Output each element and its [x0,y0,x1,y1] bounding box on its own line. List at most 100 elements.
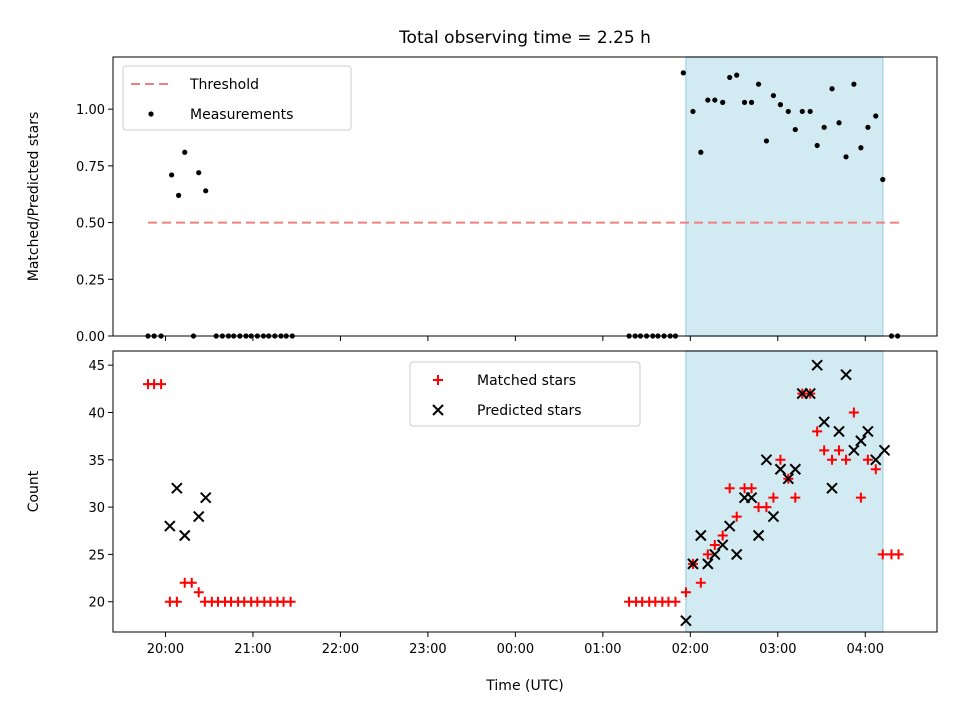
x-tick-label: 22:00 [322,642,359,657]
predicted-star-point [200,491,212,504]
measurement-point [169,172,175,178]
measurement-point [785,108,791,115]
matched-star-point [670,596,681,607]
matched-star-point [695,577,706,588]
matched-star-point [827,454,838,465]
x-tick-label: 21:00 [234,642,271,657]
measurement-point [698,149,704,155]
measurement-point [807,108,813,115]
x-tick-label: 01:00 [584,642,621,657]
predicted-star-point [804,387,816,400]
predicted-star-point [680,614,692,627]
matched-star-point [724,483,735,494]
y-tick-label: 20 [88,596,105,611]
matched-star-point [156,379,167,390]
measurement-point [705,97,711,103]
measurement-point [748,99,755,105]
bottom-panel-x-ticks: 20:00 21:00 22:00 23:00 00:00 01:00 02:00 03:00… [147,632,884,657]
measurement-point [880,176,886,183]
predicted-star-point [730,548,743,561]
top-panel-frame [112,56,938,337]
matched-star-point [680,587,691,598]
matched-star-point [761,502,772,513]
predicted-star-point [164,520,176,532]
bottom-panel-y-axis-label: Count [26,470,42,512]
legend-box [409,361,641,427]
measurement-point [763,138,770,144]
matched-star-point [171,596,182,607]
predicted-star-point [702,558,714,570]
matched-star-point [285,596,296,607]
measurement-point [836,120,842,126]
matched-star-point [193,587,204,598]
predicted-star-point [179,529,191,542]
measurement-point [182,149,188,155]
y-tick-label: 0.75 [76,160,105,175]
x-tick-label: 03:00 [759,642,796,657]
predicted-star-point [774,463,787,475]
y-tick-label: 0.25 [76,273,105,288]
predicted-star-point [745,491,758,504]
predicted-star-point [855,435,867,447]
predicted-star-point [193,510,205,523]
measurement-point [799,108,805,115]
matched-star-point [746,483,757,494]
legend-label: Matched stars [477,373,576,389]
predicted-star-point [826,482,838,494]
measurement-point [865,124,871,130]
x-tick-label: 04:00 [847,642,884,657]
x-tick-label: 23:00 [409,642,446,657]
matched-star-point [870,464,881,475]
chart-title: Total observing time = 2.25 h [398,28,651,48]
predicted-star-point [171,482,183,494]
measurement-point [755,81,762,87]
predicted-star-point [687,558,699,570]
legend-box [122,65,352,131]
y-tick-label: 40 [88,406,105,421]
matched-star-point [893,549,904,560]
predicted-star-point [709,548,721,561]
measurement-point [712,97,718,103]
measurement-point [690,108,696,115]
matched-star-point [877,549,888,560]
top-panel-legend: Threshold Measurements [122,65,352,131]
x-tick-label: 00:00 [497,642,534,657]
measurement-point [680,70,686,76]
bottom-panel: 20 25 30 35 40 45 20:00 21:00 22:00 23:00 00:00 01… [26,350,938,657]
matched-star-point [702,549,713,560]
measurement-point [821,124,827,130]
bottom-panel-legend: Matched stars Predicted stars [409,361,641,427]
matched-star-point [819,445,830,456]
matched-star-point [841,454,852,465]
measurement-point [792,126,798,133]
predicted-star-point [811,359,823,371]
measurement-point [734,72,740,78]
measurement-point [814,142,820,149]
matched-star-point [731,511,742,522]
top-panel-y-ticks: 0.00 0.25 0.50 0.75 1.00 [76,103,113,345]
predicted-star-point [840,368,852,381]
legend-plus-swatch [433,375,443,385]
legend-x-swatch [432,404,444,416]
top-panel-shaded-region [685,56,884,337]
y-tick-label: 30 [88,501,105,516]
matched-star-point [812,426,823,437]
measurement-point [770,92,777,99]
matched-star-point [709,539,720,550]
top-panel-y-axis-label: Matched/Predicted stars [26,112,42,282]
matched-star-point [768,492,779,503]
y-tick-label: 1.00 [76,103,105,118]
measurement-point [873,113,879,119]
predicted-star-point [752,529,765,542]
bottom-panel-frame [112,350,938,633]
measurement-point [851,81,857,87]
predicted-star-point [767,510,780,523]
matched-star-point [775,454,786,465]
legend-label: Predicted stars [477,403,582,419]
matched-star-point [834,445,845,456]
y-tick-label: 0.00 [76,330,105,345]
measurement-point [203,188,209,194]
predicted-star-point [870,454,882,466]
predicted-star-point [716,539,729,551]
